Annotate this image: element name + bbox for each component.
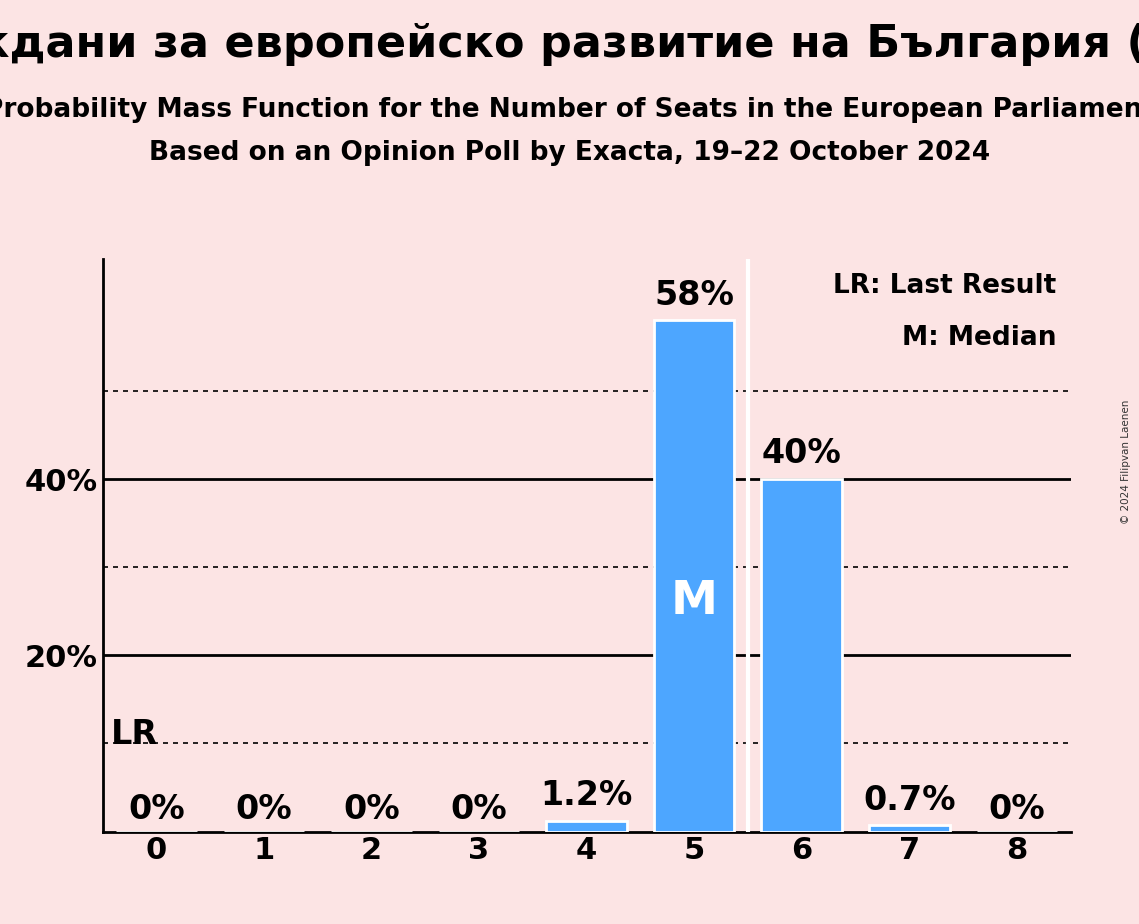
Text: 0%: 0% — [343, 794, 400, 826]
Bar — [654, 321, 735, 832]
Text: 40%: 40% — [762, 437, 842, 470]
Bar — [869, 825, 950, 832]
Text: 0%: 0% — [128, 794, 185, 826]
Text: 1.2%: 1.2% — [541, 779, 632, 812]
Text: 0%: 0% — [236, 794, 293, 826]
Bar — [761, 479, 842, 832]
Text: Probability Mass Function for the Number of Seats in the European Parliament: Probability Mass Function for the Number… — [0, 97, 1139, 123]
Text: M: Median: M: Median — [902, 324, 1056, 350]
Text: 0.7%: 0.7% — [863, 784, 956, 817]
Bar — [547, 821, 626, 832]
Text: 0%: 0% — [451, 794, 507, 826]
Text: © 2024 Filipvan Laenen: © 2024 Filipvan Laenen — [1121, 400, 1131, 524]
Text: 0%: 0% — [989, 794, 1046, 826]
Text: Based on an Opinion Poll by Exacta, 19–22 October 2024: Based on an Opinion Poll by Exacta, 19–2… — [149, 140, 990, 166]
Text: Граждани за европейско развитие на България (EPP): Граждани за европейско развитие на Бълга… — [0, 23, 1139, 67]
Text: 58%: 58% — [654, 279, 735, 311]
Text: LR: Last Result: LR: Last Result — [833, 274, 1056, 299]
Text: LR: LR — [112, 718, 158, 750]
Text: M: M — [671, 579, 718, 624]
